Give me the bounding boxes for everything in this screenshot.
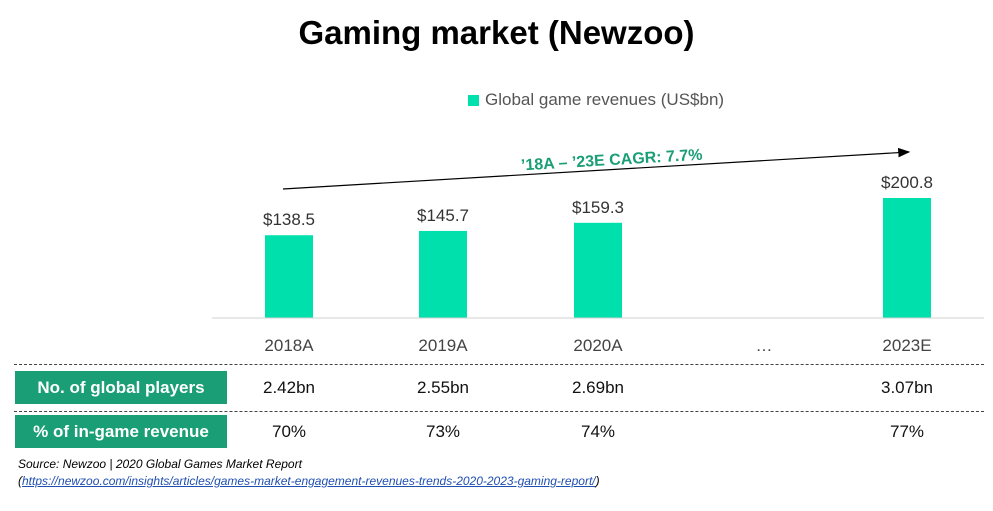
tick-label-2023E: 2023E [882, 336, 931, 355]
table-separator-middle [14, 411, 984, 412]
data-label-2020A: $159.3 [572, 198, 624, 217]
tick-label-ellipsis: … [756, 336, 773, 355]
data-label-2018A: $138.5 [263, 210, 315, 229]
players-value-2019A: 2.55bn [417, 378, 469, 397]
legend-swatch [468, 94, 479, 106]
data-label-2019A: $145.7 [417, 206, 469, 225]
source-text: Source: Newzoo | 2020 Global Games Marke… [18, 457, 302, 471]
tick-label-2020A: 2020A [573, 336, 623, 355]
data-label-2023E: $200.8 [881, 173, 933, 192]
players-value-2020A: 2.69bn [572, 378, 624, 397]
in-game-revenue-value-2019A: 73% [425, 422, 461, 441]
bar-2019A [419, 230, 467, 318]
row-label-players: No. of global players [15, 371, 227, 404]
bar-2018A [265, 235, 313, 318]
in-game-revenue-value-2023E: 77% [889, 422, 925, 441]
table-separator-top [14, 364, 984, 365]
chart-title: Gaming market (Newzoo) [298, 14, 695, 51]
bar-2023E [883, 198, 931, 318]
cagr-arrow [282, 147, 911, 190]
source-note: Source: Newzoo | 2020 Global Games Marke… [18, 456, 600, 490]
players-value-2018A: 2.42bn [263, 378, 315, 397]
source-link[interactable]: https://newzoo.com/insights/articles/gam… [22, 474, 596, 488]
legend: Global game revenues (US$bn) [468, 90, 724, 110]
tick-label-2019A: 2019A [418, 336, 468, 355]
row-label-in-game-revenue: % of in-game revenue [15, 415, 227, 448]
in-game-revenue-value-2020A: 74% [580, 422, 616, 441]
cagr-annotation: ’18A – ’23E CAGR: 7.7% [521, 147, 703, 175]
in-game-revenue-value-2018A: 70% [271, 422, 307, 441]
source-paren-close: ) [595, 474, 600, 488]
source-link-line: (https://newzoo.com/insights/articles/ga… [18, 473, 600, 490]
tick-label-2018A: 2018A [264, 336, 314, 355]
source-paren-open: ( [18, 474, 22, 488]
legend-label: Global game revenues (US$bn) [485, 90, 725, 109]
bar-2020A [574, 222, 622, 318]
players-value-2023E: 3.07bn [881, 378, 933, 397]
